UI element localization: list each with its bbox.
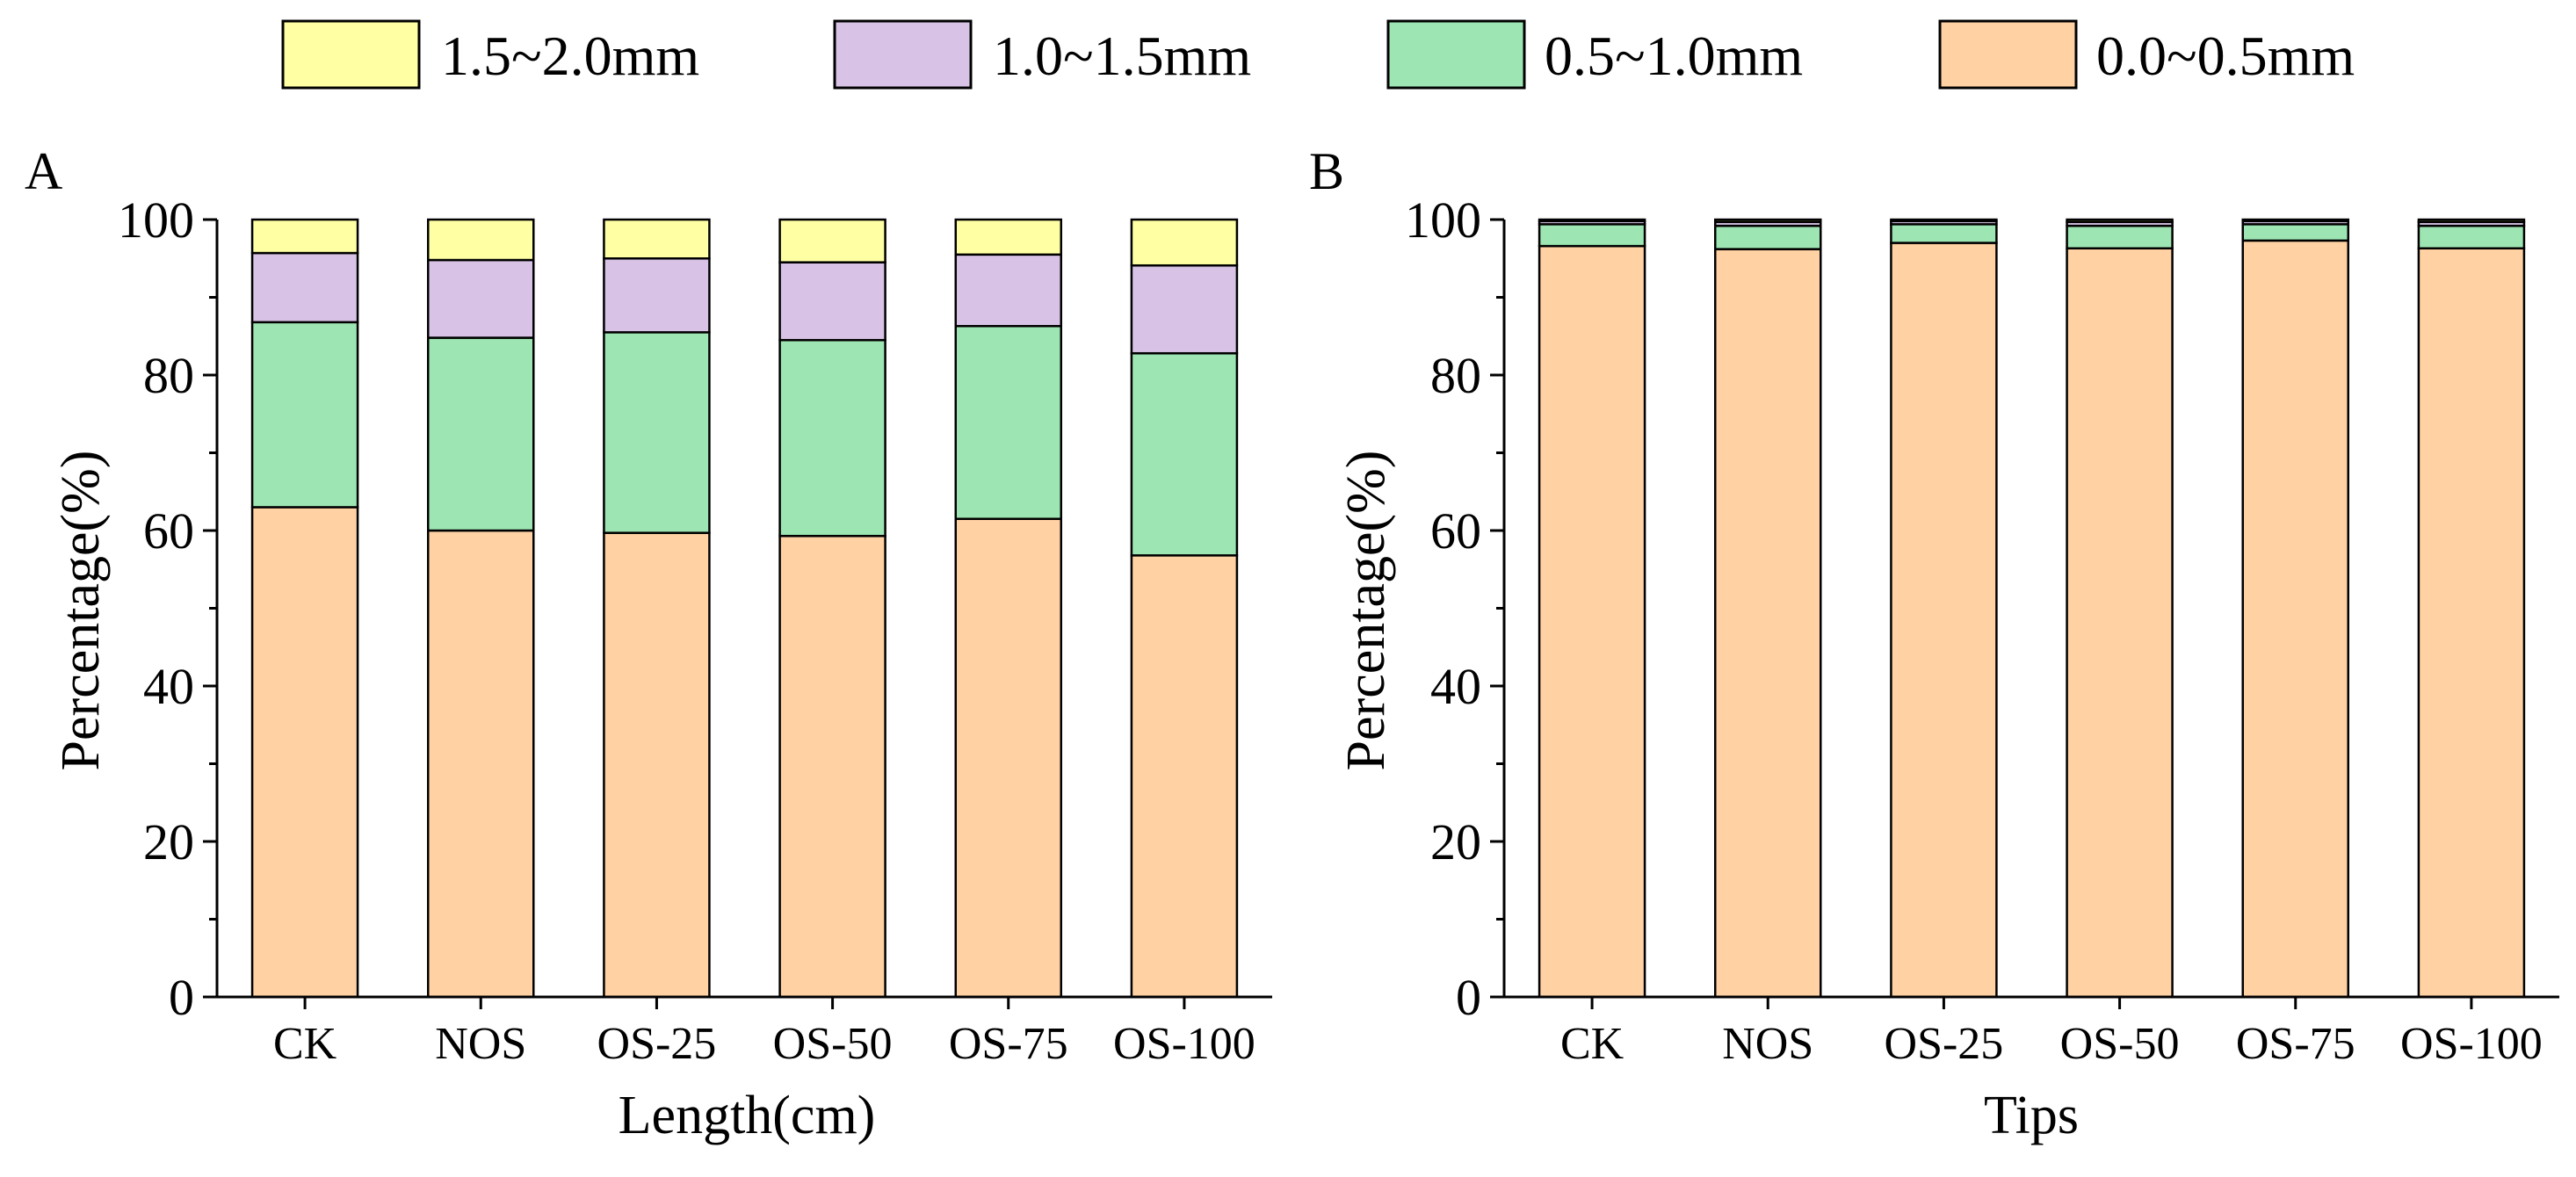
x-tick-label-a-2: NOS	[435, 1019, 526, 1069]
bar-segment-b-6-1	[2417, 247, 2526, 999]
x-tick-label-b-2: NOS	[1722, 1019, 1813, 1069]
y-tick-label-b-80: 80	[1430, 347, 1481, 404]
x-tick-label-a-4: OS-50	[773, 1019, 893, 1069]
x-tick-label-b-5: OS-75	[2236, 1019, 2355, 1069]
y-tick-label-a-20: 20	[143, 813, 194, 870]
legend-label-2: 1.0~1.5mm	[993, 25, 1251, 87]
y-tick-label-b-60: 60	[1430, 502, 1481, 560]
panel-b-letter: B	[1309, 142, 1344, 200]
bar-segment-a-3-2	[603, 331, 711, 534]
bar-segment-b-1-2	[1538, 223, 1646, 248]
bar-segment-a-1-4	[250, 218, 359, 255]
bar-segment-b-2-2	[1714, 224, 1822, 250]
bar-segment-b-1-4	[1538, 218, 1646, 223]
bar-segment-b-3-4	[1890, 218, 1998, 223]
legend-label-1: 1.5~2.0mm	[441, 25, 699, 87]
bar-segment-b-4-4	[2066, 218, 2174, 223]
bar-segment-b-5-4	[2241, 218, 2349, 223]
panel-b-ylabel: Percentage(%)	[1336, 451, 1396, 771]
bar-segment-b-3-2	[1890, 223, 1998, 244]
bar-segment-a-4-4	[778, 218, 886, 264]
panel-a-bars	[250, 218, 1239, 999]
bar-segment-a-3-3	[603, 257, 711, 334]
bar-segment-a-4-1	[778, 534, 886, 999]
bar-segment-a-5-1	[954, 517, 1062, 999]
panel-a-tick-labels: CK NOS OS-25 OS-50 OS-75 OS-100 0 20 40 60 80 100	[118, 191, 1255, 1069]
bar-segment-b-3-1	[1890, 242, 1998, 999]
panel-b-tick-labels: CK NOS OS-25 OS-50 OS-75 OS-100 0 20 40 60 80 100	[1405, 191, 2543, 1069]
bar-segment-b-5-1	[2241, 239, 2349, 999]
bar-segment-a-3-4	[603, 218, 711, 260]
bar-segment-a-1-2	[250, 321, 359, 509]
bar-segment-a-6-2	[1130, 351, 1239, 557]
x-tick-label-b-4: OS-50	[2060, 1019, 2180, 1069]
y-tick-label-b-40: 40	[1430, 658, 1481, 715]
bar-segment-a-2-1	[427, 529, 535, 999]
bar-segment-a-4-2	[778, 338, 886, 538]
x-tick-label-b-1: CK	[1560, 1019, 1624, 1069]
bar-segment-b-4-2	[2066, 224, 2174, 249]
bar-segment-a-1-1	[250, 506, 359, 999]
panel-b-bars	[1538, 218, 2526, 999]
x-tick-label-b-3: OS-25	[1885, 1019, 2004, 1069]
y-tick-label-a-100: 100	[118, 191, 194, 249]
panel-a: A Percentage(%) Length(cm) CK NOS OS-25 OS-…	[25, 142, 1272, 1145]
legend-swatch-1	[281, 19, 421, 90]
bar-segment-b-6-2	[2417, 224, 2526, 249]
y-tick-label-a-0: 0	[169, 969, 194, 1026]
bar-segment-b-2-4	[1714, 218, 1822, 223]
x-tick-label-a-1: CK	[273, 1019, 337, 1069]
panel-b-xlabel: Tips	[1984, 1086, 2079, 1145]
panel-a-ylabel: Percentage(%)	[51, 451, 111, 771]
x-tick-label-a-6: OS-100	[1113, 1019, 1255, 1069]
bar-segment-a-1-3	[250, 251, 359, 324]
y-tick-label-a-80: 80	[143, 347, 194, 404]
y-tick-label-b-0: 0	[1456, 969, 1481, 1026]
bar-segment-a-5-2	[954, 324, 1062, 520]
x-tick-label-a-5: OS-75	[949, 1019, 1068, 1069]
bar-segment-a-5-4	[954, 218, 1062, 256]
bar-segment-a-2-2	[427, 336, 535, 532]
panel-b: B Percentage(%) Tips CK NOS OS-25 OS-50 OS-7…	[1309, 142, 2559, 1145]
bar-segment-b-6-4	[2417, 218, 2526, 223]
legend: 1.5~2.0mm 1.0~1.5mm 0.5~1.0mm 0.0~0.5mm	[281, 19, 2355, 90]
legend-label-4: 0.0~0.5mm	[2096, 25, 2355, 87]
bar-segment-a-6-1	[1130, 554, 1239, 999]
x-tick-label-b-6: OS-100	[2400, 1019, 2543, 1069]
bar-segment-a-4-3	[778, 261, 886, 342]
bar-segment-b-1-1	[1538, 244, 1646, 999]
y-tick-label-a-40: 40	[143, 658, 194, 715]
y-tick-label-a-60: 60	[143, 502, 194, 560]
bar-segment-a-5-3	[954, 253, 1062, 328]
y-tick-label-b-20: 20	[1430, 813, 1481, 870]
panel-a-xlabel: Length(cm)	[619, 1086, 876, 1145]
legend-swatch-4	[1938, 19, 2078, 90]
legend-label-3: 0.5~1.0mm	[1545, 25, 1803, 87]
x-tick-label-a-3: OS-25	[597, 1019, 717, 1069]
bar-segment-a-6-3	[1130, 264, 1239, 355]
bar-segment-a-6-4	[1130, 218, 1239, 267]
panel-a-letter: A	[25, 142, 62, 200]
bar-segment-b-5-2	[2241, 223, 2349, 242]
y-tick-label-b-100: 100	[1405, 191, 1481, 249]
legend-swatch-2	[833, 19, 973, 90]
bar-segment-b-4-1	[2066, 247, 2174, 999]
legend-swatch-3	[1386, 19, 1526, 90]
bar-segment-a-2-4	[427, 218, 535, 262]
bar-segment-b-2-1	[1714, 248, 1822, 999]
bar-segment-a-3-1	[603, 531, 711, 999]
bar-segment-a-2-3	[427, 258, 535, 339]
